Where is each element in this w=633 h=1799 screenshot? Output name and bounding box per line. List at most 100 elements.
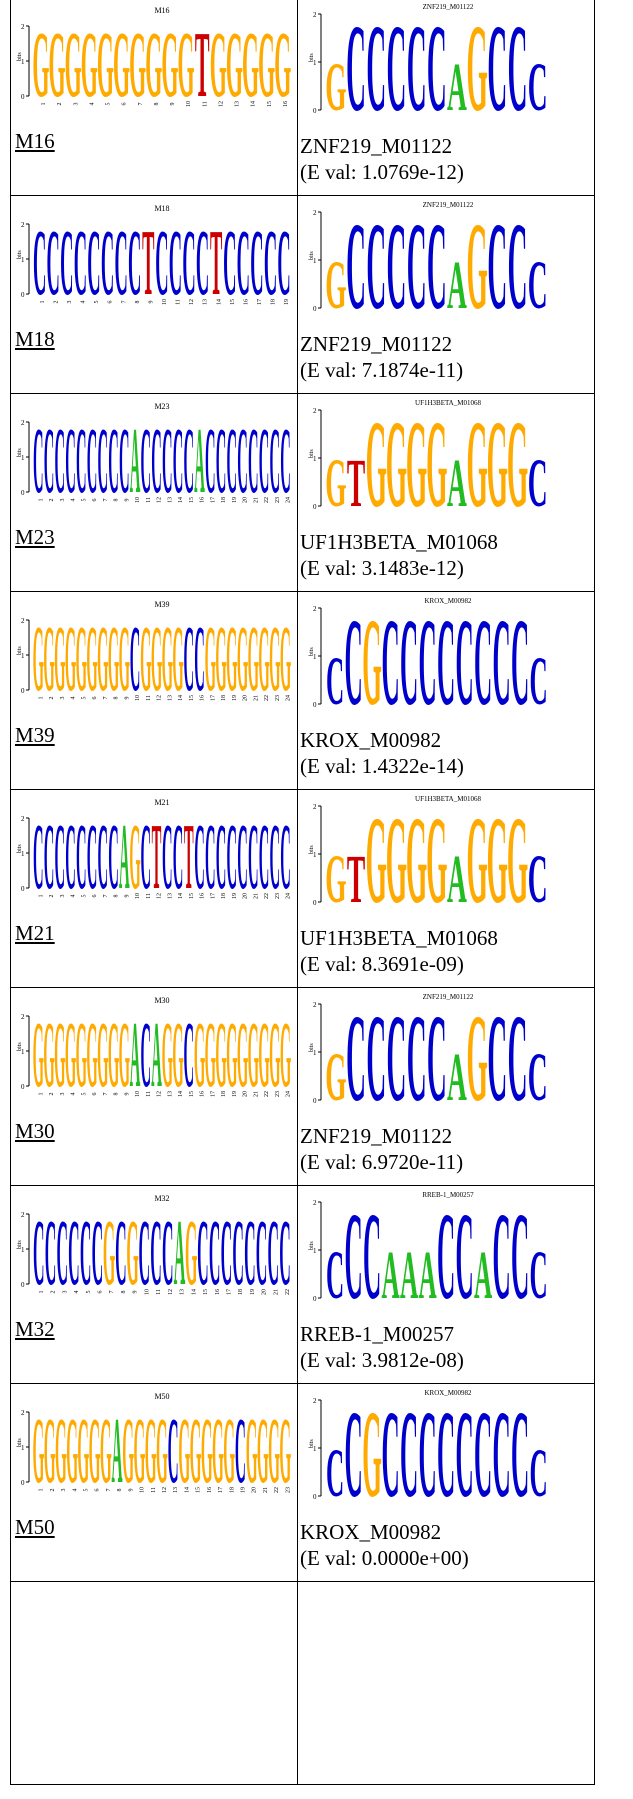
position-number: 5 [86,1291,92,1294]
position-number: 15 [189,695,195,701]
logo-letter: C [33,804,44,908]
position-number: 1 [39,1291,45,1294]
logo-letter: G [226,12,243,116]
logo-letter: C [76,804,87,908]
svg-text:1: 1 [21,256,25,264]
motif-link[interactable]: M30 [15,1119,55,1143]
position-number: 13 [180,1289,186,1295]
logo-letter: C [387,196,407,328]
motif-link[interactable]: M18 [15,327,55,351]
motif-link[interactable]: M21 [15,921,55,945]
position-number: 20 [243,497,249,503]
logo-letter: G [97,1002,108,1106]
logo-letter: G [185,1200,197,1304]
logo-letter: C [169,209,182,314]
motif-link[interactable]: M23 [15,525,55,549]
position-number: 3 [61,1489,67,1492]
svg-text:0: 0 [313,1295,317,1303]
logo-letter: G [33,606,44,710]
match-cell: 2 1 0 bits UF1H3BETA_M01068 G T G G G G A G G G C UF1H3B… [297,393,595,592]
position-number: 4 [71,697,77,700]
position-number: 23 [275,893,281,899]
position-number: 21 [253,893,259,899]
svg-text:1: 1 [313,59,317,67]
logo-letter: G [178,1398,190,1502]
svg-text:2: 2 [313,209,317,217]
position-number: 19 [232,695,238,701]
svg-text:2: 2 [21,815,25,823]
logo-letter: C [400,593,418,724]
logo-title: M30 [154,996,169,1005]
logo-letter: C [151,408,162,512]
logo-letter: C [173,408,184,512]
logo-letter: C [162,804,173,908]
logo-letter: C [226,804,237,908]
logo-letter: G [386,394,407,526]
position-number: 12 [157,1091,163,1097]
logo-letter: G [119,1002,130,1106]
logo-title: RREB-1_M00257 [422,1191,474,1199]
logo-letter: T [195,12,210,116]
logo-title: ZNF219_M01122 [423,993,474,1001]
position-number: 20 [243,893,249,899]
logo-title: KROX_M00982 [424,597,472,605]
table-row: 2 1 0 bits M32 C 1 C 2 C 3 C 4 C 5 C 6 G 7 C 8 G 9 C 10 C 11 C 12 A 13… [10,1185,595,1384]
logo-title: M23 [154,402,169,411]
position-number: 22 [264,695,270,701]
logo-letter: G [44,1398,56,1502]
logo-letter: G [269,1002,280,1106]
logo-letter: C [528,1040,548,1116]
position-number: 12 [218,101,224,107]
position-number: 5 [81,1093,87,1096]
logo-letter: C [256,1200,268,1304]
position-number: 8 [114,697,120,700]
svg-text:0: 0 [21,687,25,695]
position-number: 2 [50,1489,56,1492]
logo-letter: C [168,1398,179,1502]
svg-text:1: 1 [313,653,317,661]
match-cell: 2 1 0 bits ZNF219_M01122 G C C C C C A G C C C ZNF219_M0… [297,0,595,196]
logo-letter: C [400,1385,418,1516]
logo-letter: T [152,804,162,908]
position-number: 17 [210,893,216,899]
position-number: 7 [106,1489,112,1492]
logo-letter: G [258,606,269,710]
logo-letter: C [344,1187,362,1318]
logo-letter: C [269,408,280,512]
position-number: 16 [215,1289,221,1295]
position-number: 17 [218,1487,224,1493]
logo-letter: C [511,593,529,724]
svg-text:2: 2 [313,407,317,415]
position-number: 24 [286,695,292,701]
logo-letter: C [344,1385,362,1516]
logo-letter: G [77,1398,89,1502]
position-number: 19 [232,497,238,503]
logo-letter: C [264,209,277,314]
svg-text:2: 2 [21,1409,25,1417]
logo-letter: G [97,12,114,116]
position-number: 23 [275,497,281,503]
logo-letter: C [101,209,114,314]
logo-letter: C [528,446,548,522]
position-number: 10 [135,893,141,899]
axis-label: bits [309,1241,315,1250]
position-number: 21 [253,1091,259,1097]
motif-link[interactable]: M50 [15,1515,55,1539]
motif-link[interactable]: M32 [15,1317,55,1341]
position-number: 24 [286,1091,292,1097]
logo-letter: C [216,408,227,512]
motif-link[interactable]: M16 [15,129,55,153]
position-number: 15 [203,1289,209,1295]
position-number: 11 [146,893,152,899]
logo-letter: C [115,1200,127,1304]
logo-letter: G [406,394,427,526]
svg-text:2: 2 [313,803,317,811]
logo-letter: C [418,1385,436,1516]
logo-letter: C [492,593,510,724]
motif-link[interactable]: M39 [15,723,55,747]
svg-text:1: 1 [313,455,317,463]
logo-letter: C [346,0,366,130]
logo-letter: C [363,1187,381,1318]
